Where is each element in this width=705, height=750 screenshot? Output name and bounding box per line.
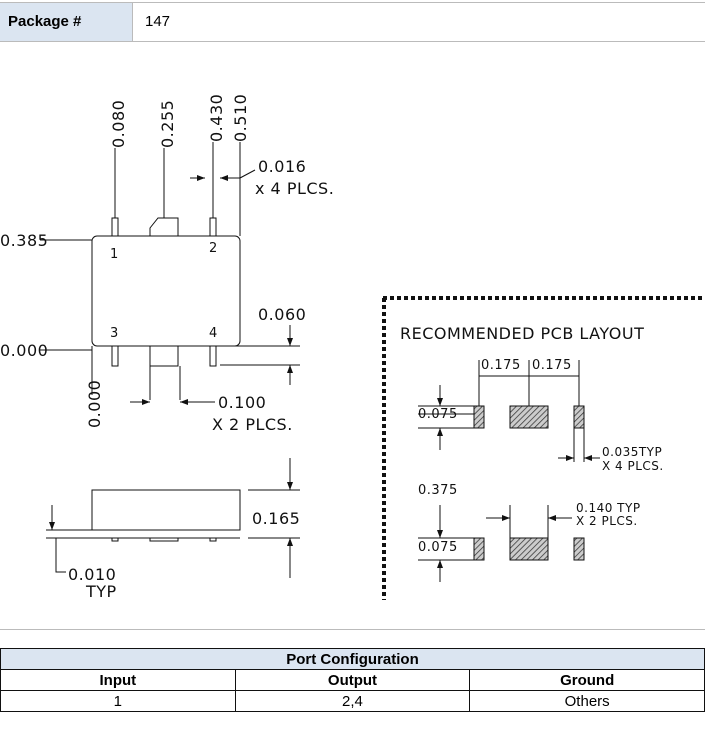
- pin-number: 2: [209, 241, 218, 256]
- dim-label: 0.385: [0, 231, 48, 250]
- dim-label: 0.075: [418, 540, 458, 555]
- package-value: 147: [145, 13, 171, 30]
- dim-label: 0.430: [207, 94, 226, 142]
- dim-label: 0.165: [252, 509, 300, 528]
- dim-label: 0.175: [481, 358, 521, 373]
- column-header: Output: [234, 669, 471, 691]
- drawing: 0.080 0.255 0.430 0.510 0.016 x 4 PLCS. …: [0, 94, 705, 601]
- dim-label: X 2 PLCS.: [576, 514, 638, 528]
- table-cell: Others: [469, 690, 705, 712]
- dim-label: 0.035TYP: [602, 445, 662, 459]
- dim-label: 0.060: [258, 305, 306, 324]
- dim-label: 0.075: [418, 407, 458, 422]
- dim-label: X 2 PLCS.: [212, 415, 293, 434]
- dim-label: 0.100: [218, 393, 266, 412]
- pcb-layout: [382, 296, 705, 600]
- package-label: Package #: [0, 3, 133, 41]
- dim-label: X 4 PLCS.: [602, 459, 664, 473]
- pin-number: 4: [209, 326, 218, 341]
- pcb-title: RECOMMENDED PCB LAYOUT: [400, 324, 644, 343]
- dim-label: 0.000: [0, 341, 48, 360]
- dim-label: 0.375: [418, 483, 458, 498]
- dim-label: 0.510: [231, 94, 250, 142]
- dim-label: 0.016: [258, 157, 306, 176]
- separator: [0, 629, 705, 630]
- dim-label: 0.000: [85, 380, 104, 428]
- dim-label: 0.080: [109, 100, 128, 148]
- table-cell: 1: [0, 690, 236, 712]
- dim-label: 0.010: [68, 565, 116, 584]
- pin-number: 1: [110, 247, 119, 262]
- column-header: Input: [0, 669, 236, 691]
- dim-label: x 4 PLCS.: [255, 179, 334, 198]
- dim-label: 0.175: [532, 358, 572, 373]
- pin-number: 3: [110, 326, 119, 341]
- port-table: Port Configuration Input Output Ground 1…: [0, 648, 705, 712]
- table-title: Port Configuration: [0, 648, 705, 670]
- column-header: Ground: [469, 669, 705, 691]
- dim-label: TYP: [85, 582, 117, 601]
- package-header: Package # 147: [0, 2, 705, 42]
- table-cell: 2,4: [234, 690, 471, 712]
- dim-label: 0.140 TYP: [576, 501, 641, 515]
- package-outline: [40, 142, 300, 578]
- dim-label: 0.255: [158, 100, 177, 148]
